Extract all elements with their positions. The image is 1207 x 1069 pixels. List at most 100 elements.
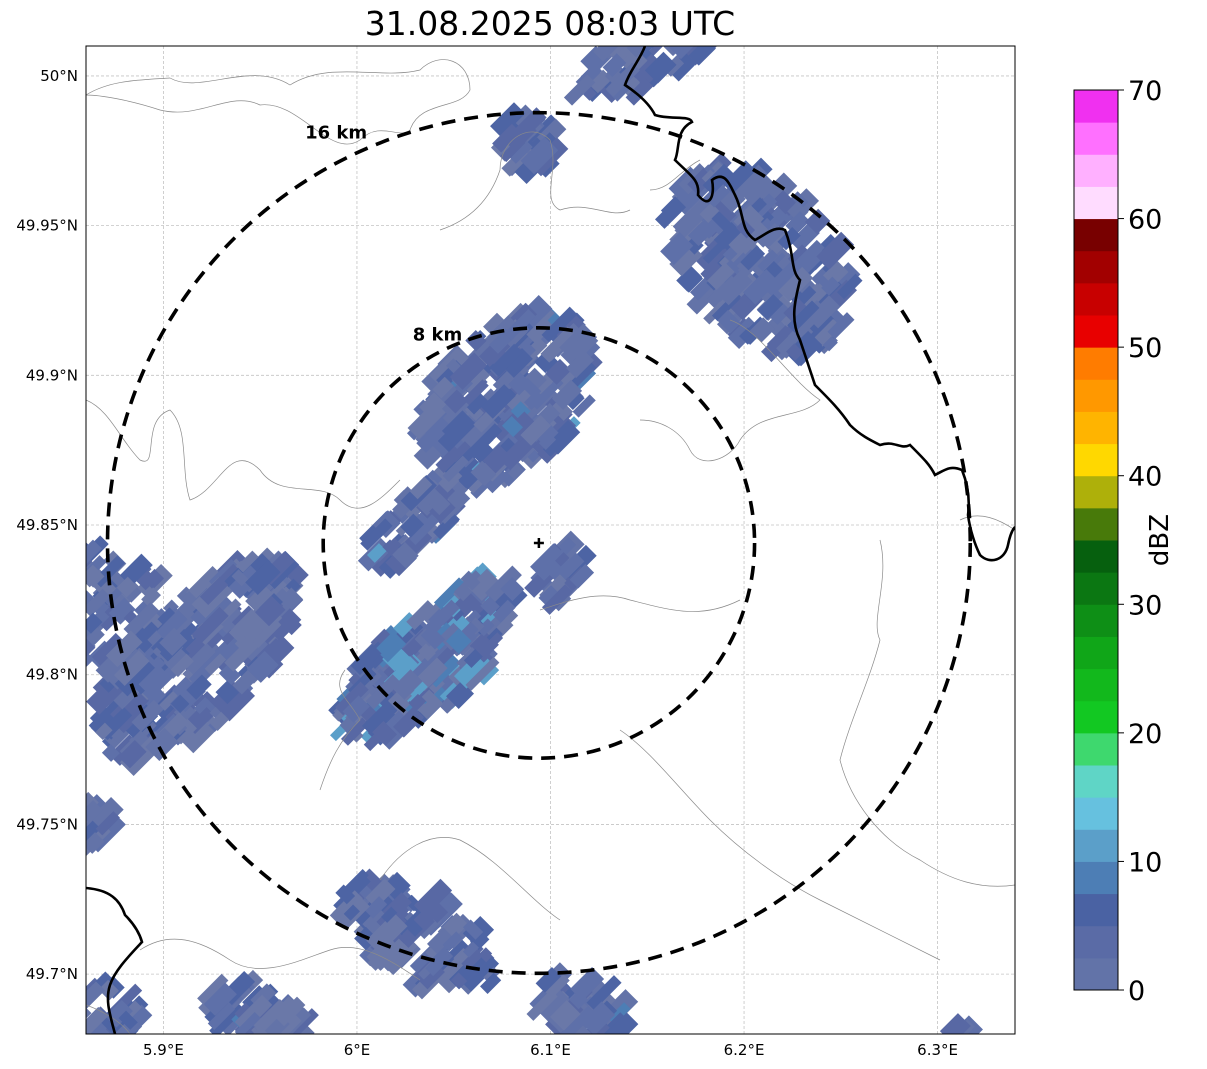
minor-border	[439, 131, 631, 231]
colorbar-tick-label: 20	[1128, 719, 1162, 750]
reflectivity-pixel	[278, 611, 302, 636]
reflectivity-pixel	[86, 626, 105, 657]
reflectivity-pixel	[442, 931, 463, 952]
reflectivity-pixel	[141, 587, 161, 608]
minor-border	[959, 515, 1015, 531]
reflectivity-pixel	[38, 614, 58, 634]
reflectivity-pixel	[255, 595, 286, 627]
reflectivity-pixel	[778, 266, 814, 302]
reflectivity-pixel	[481, 384, 516, 419]
country-borders	[86, 46, 1015, 1034]
reflectivity-pixel	[644, 51, 677, 84]
reflectivity-pixel	[340, 717, 370, 746]
reflectivity-pixel	[86, 1006, 109, 1034]
reflectivity-pixel	[699, 202, 720, 224]
reflectivity-pixel	[837, 273, 863, 300]
reflectivity-pixel	[504, 309, 536, 341]
reflectivity-pixel	[535, 967, 562, 993]
reflectivity-pixel	[468, 568, 501, 602]
minor-border	[539, 595, 741, 612]
reflectivity-pixel	[116, 576, 138, 598]
reflectivity-pixel	[599, 1012, 639, 1034]
reflectivity-pixel	[428, 608, 449, 629]
colorbar-segment	[1074, 379, 1118, 412]
reflectivity-pixel	[667, 46, 707, 60]
reflectivity-pixel	[449, 441, 471, 463]
reflectivity-pixel	[207, 1002, 235, 1031]
ring-label: 8 km	[413, 325, 463, 346]
colorbar-label: dBZ	[1145, 513, 1175, 567]
reflectivity-pixel	[483, 467, 510, 494]
colorbar-segment	[1074, 957, 1118, 991]
reflectivity-pixel	[717, 309, 741, 334]
reflectivity-pixel	[674, 2, 696, 24]
ring-labels: 8 km 16 km	[305, 122, 462, 345]
minor-border	[86, 399, 401, 509]
reflectivity-pixel	[551, 379, 583, 410]
colorbar-segment	[1074, 797, 1118, 830]
reflectivity-pixel	[659, 14, 679, 34]
y-tick-label: 49.7°N	[26, 965, 78, 983]
reflectivity-pixel	[666, 0, 701, 34]
reflectivity-pixel	[449, 352, 488, 390]
reflectivity-pixel	[783, 298, 810, 325]
reflectivity-pixel	[570, 1025, 593, 1034]
reflectivity-pixel	[690, 15, 712, 37]
reflectivity-pixel	[56, 626, 70, 640]
reflectivity-pixel	[713, 201, 737, 225]
reflectivity-pixel	[172, 676, 195, 699]
reflectivity-pixel	[531, 377, 564, 410]
reflectivity-pixel	[593, 46, 620, 62]
reflectivity-pixel	[29, 561, 61, 593]
reflectivity-pixel	[749, 317, 776, 343]
reflectivity-pixel	[382, 644, 411, 673]
reflectivity-pixel	[767, 301, 792, 325]
reflectivity-pixel	[545, 358, 572, 385]
reflectivity-pixel	[569, 563, 595, 589]
x-tick-label: 6.3°E	[917, 1041, 958, 1059]
y-axis-ticks: 50°N 49.95°N 49.9°N 49.85°N 49.8°N 49.75°N 49.…	[16, 67, 78, 983]
reflectivity-pixel	[466, 617, 485, 635]
reflectivity-pixel	[197, 973, 229, 1006]
reflectivity-pixel	[418, 643, 436, 662]
reflectivity-pixel	[827, 312, 855, 340]
reflectivity-pixel	[646, 46, 672, 48]
reflectivity-pixel	[581, 1001, 616, 1034]
reflectivity-pixel	[194, 697, 211, 714]
reflectivity-pixel	[530, 543, 568, 581]
reflectivity-pixel	[485, 565, 522, 603]
reflectivity-pixel	[520, 136, 559, 175]
reflectivity-pixel	[451, 399, 473, 421]
reflectivity-pixel	[462, 941, 479, 958]
reflectivity-pixel	[123, 601, 160, 638]
reflectivity-pixel	[95, 722, 113, 741]
reflectivity-pixel	[572, 394, 596, 418]
reflectivity-pixel	[462, 379, 489, 406]
reflectivity-pixel	[35, 595, 60, 620]
reflectivity-pixel	[36, 594, 58, 616]
reflectivity-pixel	[209, 711, 229, 731]
reflectivity-pixel	[44, 596, 66, 618]
colorbar-segment	[1074, 250, 1118, 284]
reflectivity-pixel	[644, 46, 672, 57]
colorbar-segment	[1074, 443, 1118, 477]
x-tick-label: 6.2°E	[724, 1041, 765, 1059]
colorbar-segment	[1074, 90, 1118, 123]
reflectivity-pixel	[218, 663, 241, 686]
reflectivity-pixel	[413, 878, 453, 918]
reflectivity-pixel	[463, 648, 483, 668]
reflectivity-pixel	[118, 739, 147, 769]
reflectivity-pixel	[660, 231, 694, 266]
reflectivity-pixel	[367, 543, 387, 563]
reflectivity-pixel	[696, 5, 726, 35]
reflectivity-pixel	[275, 996, 306, 1027]
colorbar-segment	[1074, 540, 1118, 573]
reflectivity-pixel	[672, 199, 712, 238]
reflectivity-pixel	[466, 423, 503, 459]
reflectivity-pixel	[549, 1000, 581, 1031]
reflectivity-pixel	[360, 518, 393, 551]
reflectivity-pixel	[490, 102, 526, 138]
reflectivity-pixel	[660, 196, 687, 222]
reflectivity-pixel	[332, 890, 363, 921]
reflectivity-pixel	[667, 1, 692, 26]
